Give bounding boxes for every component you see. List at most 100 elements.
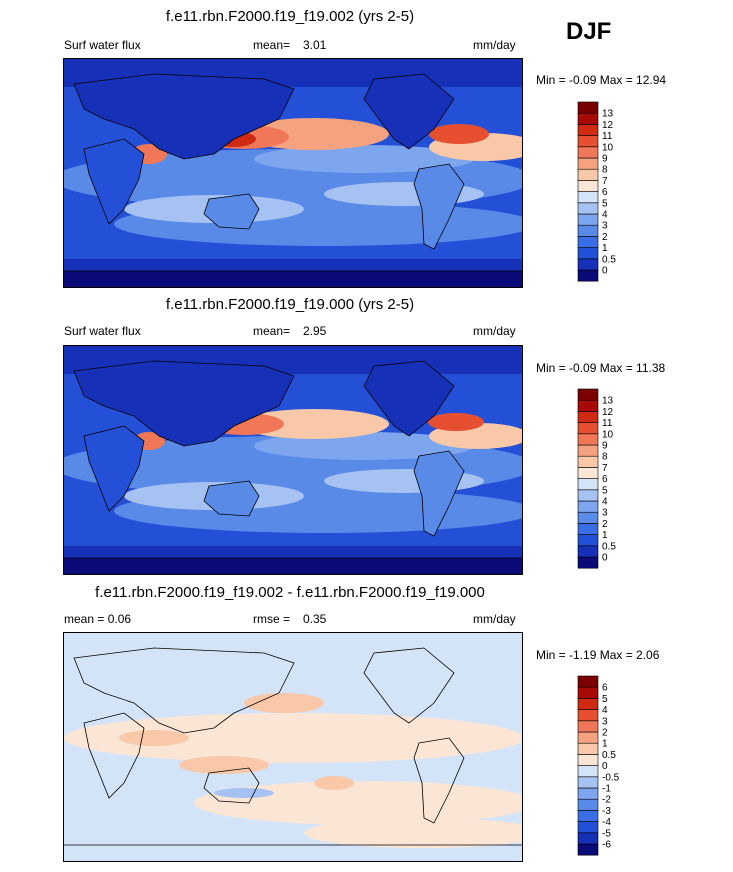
colorbar-cell bbox=[577, 168, 599, 181]
colorbar-cell bbox=[577, 698, 599, 710]
colorbar-cell bbox=[577, 742, 599, 755]
colorbar-tick-label: 2 bbox=[602, 232, 608, 243]
colorbar-tick-label: -3 bbox=[602, 806, 611, 817]
colorbar-cell bbox=[577, 556, 599, 569]
panel-2-map bbox=[63, 345, 523, 575]
colorbar-cell bbox=[577, 709, 599, 722]
colorbar-tick-label: 12 bbox=[602, 407, 614, 418]
colorbar-tick-label: 1 bbox=[602, 243, 608, 254]
colorbar-cell bbox=[577, 810, 599, 822]
panel-1-units: mm/day bbox=[473, 38, 516, 52]
north-america-landmass bbox=[363, 360, 455, 437]
colorbar-cell bbox=[577, 776, 599, 789]
colorbar-cell bbox=[577, 411, 599, 423]
panel-3-title: f.e11.rbn.F2000.f19_f19.002 - f.e11.rbn.… bbox=[95, 584, 485, 601]
colorbar-cell bbox=[577, 523, 599, 535]
colorbar-tick-label: 7 bbox=[602, 176, 608, 187]
colorbar-tick-label: 10 bbox=[602, 142, 614, 153]
diff-maritime bbox=[179, 756, 269, 774]
colorbar-tick-label: 7 bbox=[602, 463, 608, 474]
colorbar-cell bbox=[577, 135, 599, 148]
panel-2-units: mm/day bbox=[473, 324, 516, 338]
colorbar-tick-label: -0.5 bbox=[602, 772, 620, 783]
colorbar-tick-label: -2 bbox=[602, 795, 611, 806]
colorbar-cell bbox=[577, 224, 599, 237]
colorbar-cell bbox=[577, 124, 599, 136]
colorbar-cell bbox=[577, 236, 599, 248]
colorbar-cell bbox=[577, 843, 599, 856]
diff-south-pacific bbox=[304, 818, 522, 848]
colorbar-cell bbox=[577, 545, 599, 558]
colorbar-tick-label: 11 bbox=[602, 418, 613, 429]
colorbar-tick-label: 0 bbox=[602, 761, 608, 772]
n-pacific-band bbox=[254, 432, 474, 460]
panel-3-map bbox=[63, 632, 523, 862]
panel-2-mean-label: mean= bbox=[253, 324, 291, 338]
n-pacific-band bbox=[254, 145, 474, 173]
colorbar-tick-label: 2 bbox=[602, 519, 608, 530]
colorbar-tick-label: 5 bbox=[602, 198, 608, 209]
colorbar-tick-label: 9 bbox=[602, 154, 608, 165]
colorbar-tick-label: 1 bbox=[602, 530, 608, 541]
diff-south-pacific-2 bbox=[314, 776, 354, 790]
panel-1-min-max: Min = -0.09 Max = 12.94 bbox=[536, 73, 667, 87]
panel-1-variable-label: Surf water flux bbox=[64, 38, 141, 52]
colorbar-tick-label: 0 bbox=[602, 553, 608, 564]
diff-tropical-band bbox=[64, 713, 522, 763]
colorbar-tick-label: 8 bbox=[602, 452, 608, 463]
colorbar-tick-label: 6 bbox=[602, 187, 608, 198]
panel-1-map-svg bbox=[64, 59, 522, 287]
colorbar-cell bbox=[577, 112, 599, 125]
north-america-landmass bbox=[363, 73, 455, 150]
colorbar-cell bbox=[577, 399, 599, 412]
panel-2-colorbar: 0 0.5 1 2 3 4 5 6 7 8 9 10 11 12 13 bbox=[577, 388, 628, 571]
antarctic-low bbox=[64, 271, 522, 287]
colorbar-tick-label: 0.5 bbox=[602, 541, 616, 552]
south-america-landmass bbox=[413, 450, 465, 537]
colorbar-cell bbox=[577, 388, 599, 401]
colorbar-cell bbox=[577, 787, 599, 800]
africa-landmass bbox=[83, 425, 145, 512]
colorbar-cell bbox=[577, 765, 599, 778]
colorbar-tick-label: 0 bbox=[602, 266, 608, 277]
colorbar-cell bbox=[577, 157, 599, 170]
colorbar-cell bbox=[577, 798, 599, 811]
diff-atlantic bbox=[424, 683, 514, 703]
colorbar-cell bbox=[577, 500, 599, 513]
panel-3-colorbar: -6 -5 -4 -3 -2 -1 -0.5 0 0.5 1 2 3 4 5 6 bbox=[577, 675, 628, 858]
colorbar-cell bbox=[577, 478, 599, 491]
colorbar-cell bbox=[577, 101, 599, 114]
colorbar-cell bbox=[577, 731, 599, 744]
panel-3-map-svg bbox=[64, 633, 522, 861]
panel-2-map-svg bbox=[64, 346, 522, 574]
colorbar-cell bbox=[577, 534, 599, 547]
colorbar-tick-label: 0.5 bbox=[602, 750, 616, 761]
colorbar-cell bbox=[577, 821, 599, 834]
colorbar-tick-label: 2 bbox=[602, 728, 608, 739]
eurasia-coastline bbox=[73, 647, 295, 734]
africa-landmass bbox=[83, 138, 145, 225]
panel-2-title: f.e11.rbn.F2000.f19_f19.000 (yrs 2-5) bbox=[165, 296, 415, 313]
gulf-stream-max bbox=[429, 124, 489, 144]
colorbar-tick-label: 4 bbox=[602, 497, 608, 508]
colorbar-cell bbox=[577, 489, 599, 502]
colorbar-tick-label: -4 bbox=[602, 817, 611, 828]
panel-2-min-max: Min = -0.09 Max = 11.38 bbox=[536, 361, 666, 375]
colorbar-tick-label: 5 bbox=[602, 485, 608, 496]
colorbar-tick-label: 4 bbox=[602, 705, 608, 716]
panel-2-variable-label: Surf water flux bbox=[64, 324, 141, 338]
eurasia-landmass bbox=[73, 73, 295, 160]
diff-negative-band bbox=[214, 788, 274, 798]
diff-indian bbox=[119, 730, 189, 746]
colorbar-tick-label: 6 bbox=[602, 683, 608, 694]
panel-1-mean-value: 3.01 bbox=[303, 38, 327, 52]
colorbar-cell bbox=[577, 444, 599, 457]
colorbar-tick-label: 6 bbox=[602, 474, 608, 485]
colorbar-tick-label: 13 bbox=[602, 396, 614, 407]
panel-1-mean-label: mean= bbox=[253, 38, 291, 52]
panel-2-mean-value: 2.95 bbox=[303, 324, 327, 338]
colorbar-tick-label: -5 bbox=[602, 828, 611, 839]
